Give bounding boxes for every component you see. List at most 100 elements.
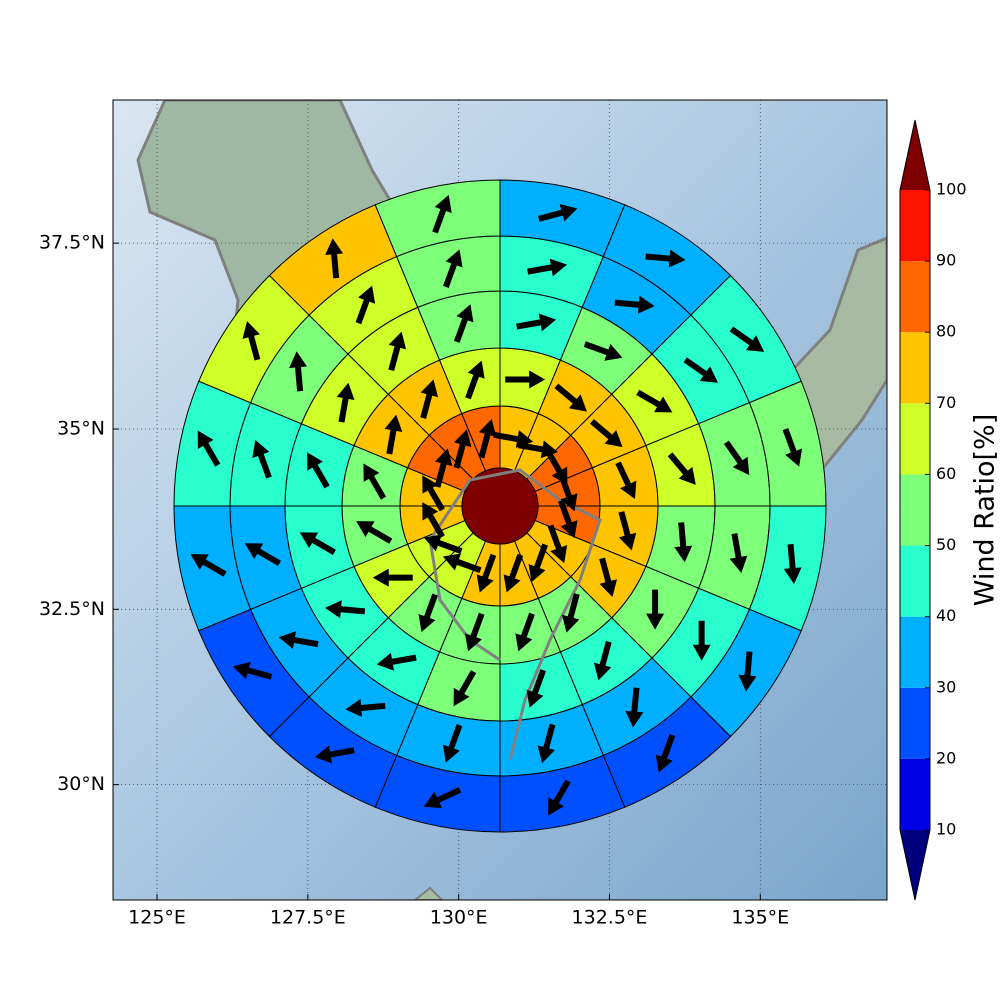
wind-arrow <box>418 593 438 633</box>
colorbar-bin <box>900 545 930 617</box>
wind-arrow <box>646 589 665 630</box>
colorbar-tick-label: 30 <box>936 677 956 696</box>
wind-arrow <box>453 670 477 707</box>
wind-arrow <box>615 461 637 499</box>
sector-grid <box>173 179 827 833</box>
wind-arrow <box>527 258 568 277</box>
wind-arrow <box>422 502 445 539</box>
wind-arrow <box>345 699 386 717</box>
colorbar: 10 20 30 40 50 60 70 80 90 100 <box>899 119 967 901</box>
colorbar-label: Wind Ratio[%] <box>970 414 1000 606</box>
wind-arrow <box>476 553 497 593</box>
wind-arrow <box>636 389 673 413</box>
wind-arrow <box>299 532 336 555</box>
wind-arrow <box>503 553 524 593</box>
wind-arrow <box>526 669 547 708</box>
wind-arrow <box>423 787 462 809</box>
wind-arrow <box>252 439 272 479</box>
y-tick-label: 37.5°N <box>39 232 105 254</box>
colorbar-tick-label: 70 <box>936 393 956 412</box>
land-island <box>413 886 444 900</box>
colorbar-under <box>900 830 930 900</box>
wind-arrow <box>420 379 439 419</box>
colorbar-tick-label: 50 <box>936 535 956 554</box>
wind-arrow <box>190 554 227 577</box>
wind-arrow <box>625 687 644 728</box>
wind-arrow <box>443 249 463 288</box>
center-cell <box>461 467 539 545</box>
wind-arrow <box>242 321 261 361</box>
wind-arrow <box>356 521 393 544</box>
colorbar-over <box>900 120 930 190</box>
wind-arrow <box>655 733 676 773</box>
wind-arrow <box>547 524 568 564</box>
wind-arrow <box>465 360 485 400</box>
colorbar-tick-label: 80 <box>936 322 956 341</box>
axes: 125°E 127.5°E 130°E 132.5°E 135°E 30°N 32.5°N 3… <box>39 232 789 929</box>
wind-arrow <box>590 419 623 448</box>
wind-arrow <box>548 779 571 816</box>
wind-arrow <box>314 745 355 764</box>
wind-arrows <box>190 194 803 816</box>
x-tick-label: 135°E <box>731 907 789 929</box>
wind-arrow <box>738 651 757 692</box>
colorbar-bin <box>900 687 930 759</box>
wind-arrow <box>325 238 344 279</box>
colorbar-tick-label: 10 <box>936 820 956 839</box>
wind-arrow <box>614 295 655 314</box>
wind-arrow <box>465 612 485 652</box>
wind-arrow <box>618 511 637 551</box>
colorbar-tick-label: 60 <box>936 464 956 483</box>
wind-arrow <box>478 419 497 459</box>
wind-arrow <box>278 631 319 649</box>
wind-arrow <box>197 430 221 467</box>
wind-arrow <box>692 620 711 661</box>
wind-arrow <box>336 382 355 423</box>
wind-arrow <box>244 543 281 566</box>
x-tick-label: 132.5°E <box>572 907 648 929</box>
wind-arrow <box>434 448 453 488</box>
x-tick-label: 125°E <box>128 907 186 929</box>
wind-arrow <box>554 383 587 412</box>
wind-arrow <box>307 452 330 489</box>
wind-arrow <box>583 341 623 361</box>
wind-arrow <box>674 522 693 563</box>
wind-arrow <box>289 351 307 392</box>
wind-arrow <box>442 553 482 574</box>
wind-arrow <box>516 313 557 332</box>
wind-arrow <box>782 428 803 467</box>
wind-arrow <box>388 331 407 372</box>
wind-arrow <box>363 463 387 500</box>
colorbar-bin <box>900 758 930 830</box>
wind-arrow <box>538 203 578 222</box>
wind-arrow <box>729 533 748 574</box>
coastline-kyushu <box>428 468 602 761</box>
wind-arrow <box>232 661 273 680</box>
wind-arrow <box>453 429 472 469</box>
wind-arrow <box>537 723 556 764</box>
wind-arrow <box>729 326 765 352</box>
wind-arrow <box>528 543 548 583</box>
wind-arrow <box>384 414 403 455</box>
wind-arrow <box>558 472 578 512</box>
wind-arrow <box>325 600 366 619</box>
colorbar-bin <box>900 261 930 333</box>
y-tick-label: 32.5°N <box>39 598 105 620</box>
wind-arrow <box>645 249 686 268</box>
wind-arrow <box>593 640 612 681</box>
wind-arrow <box>783 543 802 585</box>
wind-arrow <box>442 724 463 763</box>
wind-arrow <box>423 534 463 554</box>
colorbar-tick-label: 100 <box>936 180 967 199</box>
wind-arrow <box>683 357 719 383</box>
wind-arrow <box>453 304 474 343</box>
colorbar-bin <box>900 616 930 688</box>
wind-arrow <box>667 452 696 485</box>
wind-arrow <box>372 568 413 587</box>
colorbar-bin <box>900 474 930 546</box>
y-tick-label: 35°N <box>57 418 105 440</box>
wind-arrow <box>422 475 445 512</box>
wind-arrow <box>561 593 580 633</box>
y-tick-label: 30°N <box>57 773 105 795</box>
wind-arrow <box>599 557 617 597</box>
